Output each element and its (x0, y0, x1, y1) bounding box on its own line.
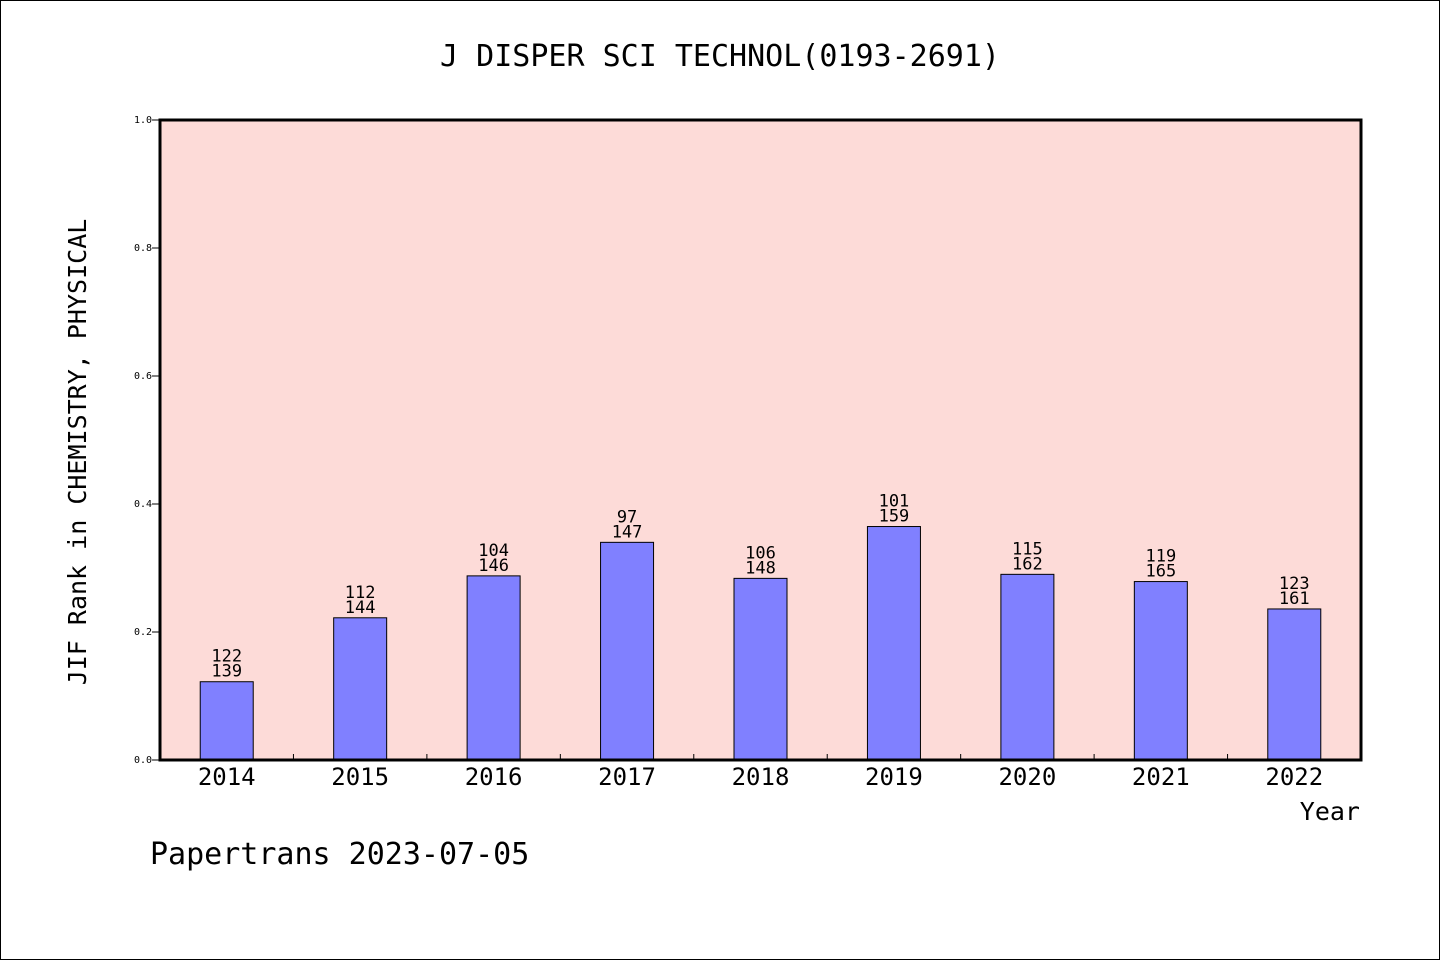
bar-total-label: 147 (612, 522, 643, 542)
x-tick-label: 2022 (1265, 763, 1323, 791)
footer-credit: Papertrans 2023-07-05 (150, 837, 529, 872)
bar-rank-label: 97 (617, 507, 637, 527)
x-tick-label: 2014 (198, 763, 256, 791)
x-tick-label: 2019 (865, 763, 923, 791)
bar-2022 (1267, 608, 1322, 761)
bar-2016 (466, 575, 521, 761)
y-tick-label: 0.0 (134, 755, 152, 766)
bar-2014 (199, 681, 254, 761)
bar-2019 (866, 526, 921, 761)
x-tick-label: 2018 (732, 763, 790, 791)
y-tick-label: 0.4 (134, 499, 152, 510)
y-axis-ticks: 0.0 0.2 0.4 0.6 0.8 1.0 (134, 115, 160, 766)
bar-total-label: 144 (345, 598, 376, 618)
bar-total-label: 162 (1012, 554, 1043, 574)
bar-total-label: 148 (745, 558, 776, 578)
bar-2021 (1133, 581, 1188, 761)
bar-series (199, 526, 1322, 761)
x-axis-ticks: 2014 2015 2016 2017 2018 2019 2020 2021 2022 (198, 754, 1323, 791)
bar-rank-label: 104 (478, 541, 509, 561)
x-tick-label: 2015 (331, 763, 389, 791)
x-tick-label: 2016 (465, 763, 523, 791)
bar-total-label: 146 (478, 556, 509, 576)
bar-total-label: 161 (1279, 589, 1310, 609)
bar-2015 (333, 617, 388, 761)
bar-total-label: 139 (211, 662, 242, 682)
x-tick-label: 2020 (998, 763, 1056, 791)
bar-rank-label: 123 (1279, 574, 1310, 594)
y-tick-label: 0.2 (134, 627, 152, 638)
y-tick-label: 0.8 (134, 243, 152, 254)
bar-rank-label: 101 (879, 492, 910, 512)
x-tick-label: 2017 (598, 763, 656, 791)
bar-total-label: 159 (879, 507, 910, 527)
bar-total-label: 165 (1145, 562, 1176, 582)
y-axis-label: JIF Rank in CHEMISTRY, PHYSICAL (63, 219, 92, 686)
x-axis-label: Year (1300, 797, 1360, 826)
plot-border (158, 118, 1363, 762)
bar-rank-label: 106 (745, 543, 776, 563)
bar-rank-label: 122 (211, 647, 242, 667)
y-tick-label: 0.6 (134, 371, 152, 382)
bar-labels: 1221391121441041469714710614810115911516… (211, 492, 1309, 682)
y-tick-label: 1.0 (134, 115, 152, 126)
bar-2020 (1000, 573, 1055, 761)
bar-rank-label: 112 (345, 583, 376, 603)
chart-title: J DISPER SCI TECHNOL(0193-2691) (440, 39, 1000, 74)
bar-rank-label: 119 (1145, 547, 1176, 567)
x-tick-label: 2021 (1132, 763, 1190, 791)
bar-2017 (600, 541, 655, 761)
bar-rank-label: 115 (1012, 539, 1043, 559)
bar-2018 (733, 577, 788, 761)
